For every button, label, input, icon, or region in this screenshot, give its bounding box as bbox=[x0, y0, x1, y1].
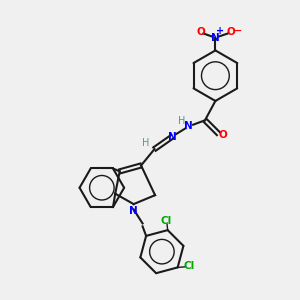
Text: −: − bbox=[233, 26, 242, 35]
Text: N: N bbox=[168, 132, 177, 142]
Text: N: N bbox=[129, 206, 138, 216]
Text: O: O bbox=[226, 27, 235, 37]
Text: Cl: Cl bbox=[160, 216, 172, 226]
Text: H: H bbox=[142, 138, 150, 148]
Text: N: N bbox=[211, 33, 220, 43]
Text: +: + bbox=[216, 26, 224, 36]
Text: O: O bbox=[197, 27, 206, 37]
Text: H: H bbox=[178, 116, 186, 126]
Text: Cl: Cl bbox=[183, 261, 195, 271]
Text: O: O bbox=[218, 130, 227, 140]
Text: N: N bbox=[184, 121, 193, 131]
